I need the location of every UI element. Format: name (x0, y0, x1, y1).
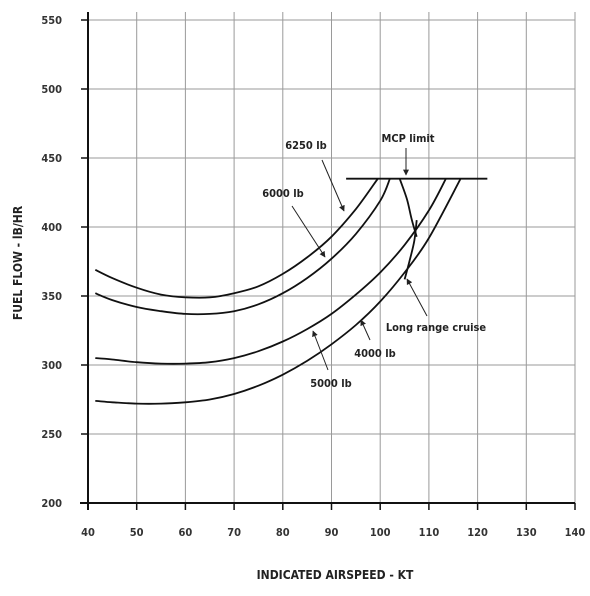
series-line-long-range-cruise (398, 178, 418, 237)
x-tick-label: 120 (467, 526, 488, 539)
annotations: 6250 lb 6000 lb MCP limit Long range cruise… (262, 132, 486, 390)
x-tick-label: 140 (565, 526, 586, 539)
x-tick-label: 110 (419, 526, 440, 539)
x-tick-label: 80 (276, 526, 290, 539)
annotation-6000-lb: 6000 lb (262, 187, 303, 200)
annotation-arrow-6250-lb (321, 159, 345, 212)
x-tick-label: 70 (227, 526, 241, 539)
y-tick-label: 200 (41, 497, 62, 510)
x-tick-label: 60 (179, 526, 193, 539)
tick-labels: 200 250 300 350 400 450 500 550 40 50 60 70 80 90 100 1… (41, 14, 585, 539)
y-tick-label: 450 (41, 152, 62, 165)
series-line-long-range-cruise (403, 219, 418, 280)
annotation-arrow-long-range-cruise (406, 278, 428, 317)
series-line-5000-lb (95, 178, 462, 405)
annotation-6250-lb: 6250 lb (285, 139, 326, 152)
x-tick-label: 90 (325, 526, 339, 539)
grid (88, 12, 576, 503)
x-tick-label: 130 (516, 526, 537, 539)
annotation-arrow-5000-lb (312, 330, 329, 371)
y-tick-label: 350 (41, 290, 62, 303)
x-tick-label: 100 (370, 526, 391, 539)
y-tick-label: 500 (41, 83, 62, 96)
annotation-long-range-cruise: Long range cruise (386, 321, 487, 334)
y-axis-label: FUEL FLOW - lB/HR (11, 205, 25, 320)
axes (80, 12, 575, 510)
annotation-mcp-limit: MCP limit (381, 132, 434, 145)
x-tick-label: 40 (81, 526, 95, 539)
curves (94, 177, 488, 405)
x-tick-label: 50 (130, 526, 144, 539)
series-line-6250-lb (94, 178, 379, 299)
annotation-5000-lb: 5000 lb (310, 377, 351, 390)
annotation-4000-lb: 4000 lb (354, 347, 395, 360)
annotation-arrow-4000-lb (360, 319, 371, 341)
y-tick-label: 250 (41, 428, 62, 441)
y-tick-label: 400 (41, 221, 62, 234)
x-axis-label: INDICATED AIRSPEED - KT (257, 568, 414, 582)
series-line-6000-lb (94, 178, 391, 316)
annotation-arrow-6000-lb (291, 205, 326, 258)
y-tick-label: 300 (41, 359, 62, 372)
y-tick-label: 550 (41, 14, 62, 27)
series-line-4000-lb (95, 178, 447, 365)
